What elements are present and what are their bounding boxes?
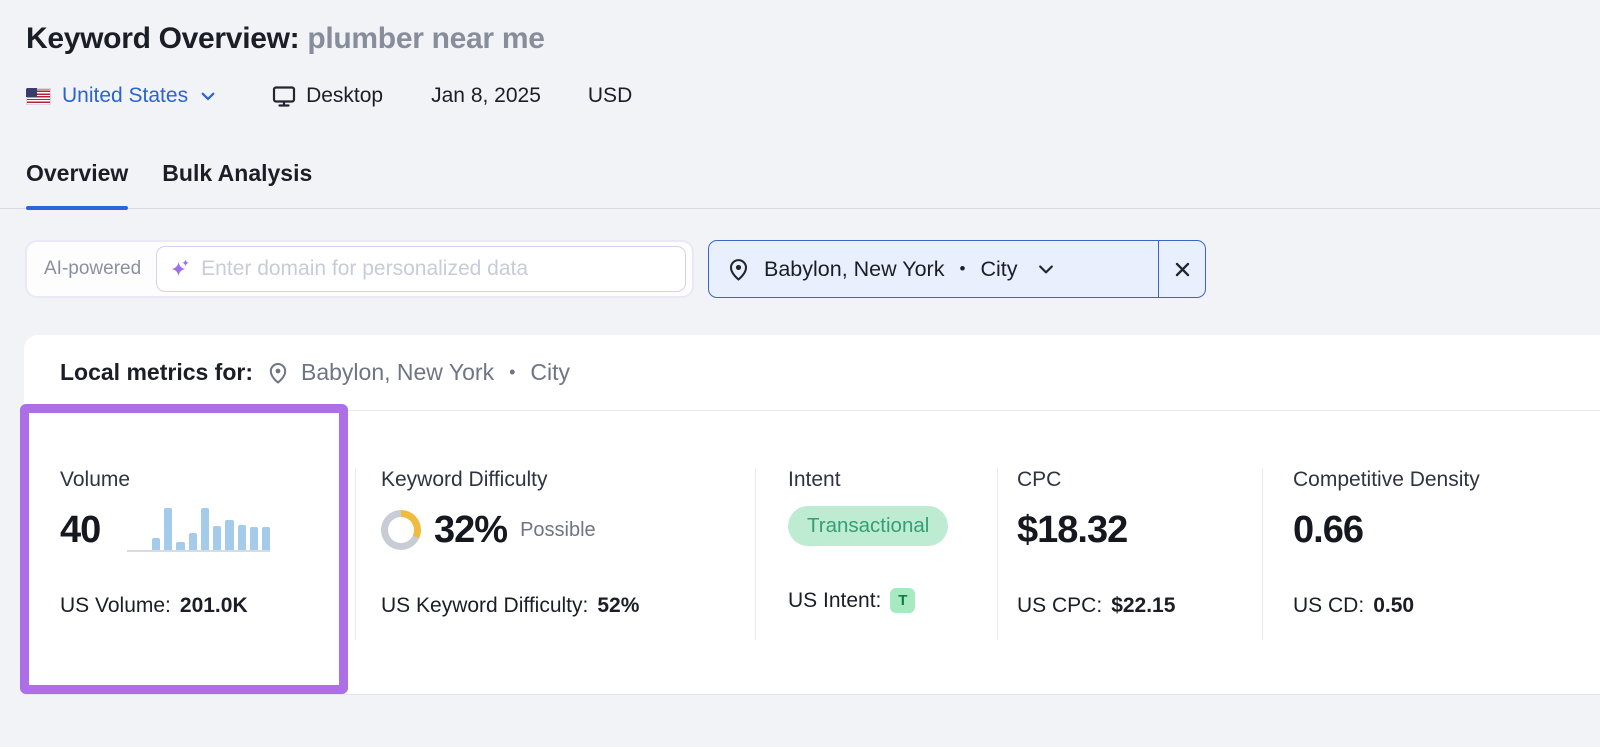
us-kd-label: US Keyword Difficulty: [381,594,589,617]
tab-bar: Overview Bulk Analysis [0,160,1600,210]
toolbar: AI-powered Babylon, New York • City [25,240,1600,298]
cd-label: Competitive Density [1293,468,1480,491]
metric-competitive-density: Competitive Density 0.66 US CD: 0.50 [1262,411,1600,694]
page-title-label: Keyword Overview: [26,22,300,55]
country-label: United States [62,84,189,107]
chip-divider [1157,241,1159,297]
location-pin-icon [726,257,751,282]
us-volume-value: 201.0K [179,594,248,617]
local-metrics-location: Babylon, New York [301,359,495,385]
date-label: Jan 8, 2025 [431,84,541,107]
us-intent-label: US Intent: [788,588,882,612]
metric-cpc: CPC $18.32 US CPC: $22.15 [997,411,1262,694]
metrics-row: Volume 40 US Volume: 201.0K Keyword Diff… [20,404,1600,694]
volume-sparkline [127,508,271,552]
location-chip-remove-button[interactable] [1159,241,1205,297]
country-selector[interactable]: United States [26,84,217,108]
location-chip-name: Babylon, New York [764,256,945,281]
intent-pill: Transactional [788,506,949,546]
domain-input[interactable] [201,257,672,281]
location-chip: Babylon, New York • City [708,240,1206,298]
location-chip-separator: • [959,259,966,278]
local-metrics-scope: City [530,359,571,385]
ai-domain-box: AI-powered [25,240,694,298]
cpc-value: $18.32 [1017,508,1128,551]
us-volume-label: US Volume: [60,594,171,617]
close-icon [1173,260,1192,279]
volume-label: Volume [60,468,131,491]
local-metrics-separator: • [509,362,516,382]
currency-label: USD [587,84,633,107]
tab-bulk-analysis[interactable]: Bulk Analysis [162,160,313,186]
local-metrics-label: Local metrics for: [60,359,253,385]
local-metrics-header: Local metrics for: Babylon, New York • C… [24,335,1600,411]
us-intent-badge: T [890,588,916,613]
kd-value: 32% [434,508,508,551]
us-flag-icon [26,87,51,105]
kd-label: Keyword Difficulty [381,468,548,491]
location-pin-icon [266,361,290,385]
ai-powered-label: AI-powered [44,258,142,279]
us-cd-label: US CD: [1293,594,1365,617]
desktop-icon [271,83,297,109]
sparkle-icon [170,258,192,280]
metric-volume: Volume 40 US Volume: 201.0K [24,411,355,694]
kd-qualifier: Possible [520,518,596,541]
device-label: Desktop [306,84,384,107]
page-title: Keyword Overview: plumber near me [26,22,1600,56]
page-title-keyword: plumber near me [307,22,545,55]
tab-overview[interactable]: Overview [26,160,129,210]
chevron-down-icon [1036,259,1056,279]
device-indicator: Desktop [271,83,383,109]
metric-intent: Intent Transactional US Intent: T [755,411,997,694]
location-chip-dropdown[interactable]: Babylon, New York • City [709,241,1158,297]
intent-label: Intent [788,468,841,491]
volume-value: 40 [60,508,101,551]
cpc-label: CPC [1017,468,1062,491]
local-metrics-card: Local metrics for: Babylon, New York • C… [20,335,1600,695]
kd-gauge [381,510,421,550]
us-cpc-label: US CPC: [1017,594,1103,617]
chevron-down-icon [199,87,217,105]
location-chip-scope: City [980,256,1018,281]
domain-input-wrap[interactable] [156,246,686,292]
us-cd-value: 0.50 [1373,594,1415,617]
cd-value: 0.66 [1293,508,1364,551]
us-cpc-value: $22.15 [1111,594,1176,617]
metric-keyword-difficulty: Keyword Difficulty 32% Possible US Keywo… [355,411,755,694]
page-header: Keyword Overview: plumber near me United … [0,0,1600,109]
meta-row: United States Desktop Jan 8, 2025 USD [26,83,1600,109]
us-kd-value: 52% [597,594,640,617]
